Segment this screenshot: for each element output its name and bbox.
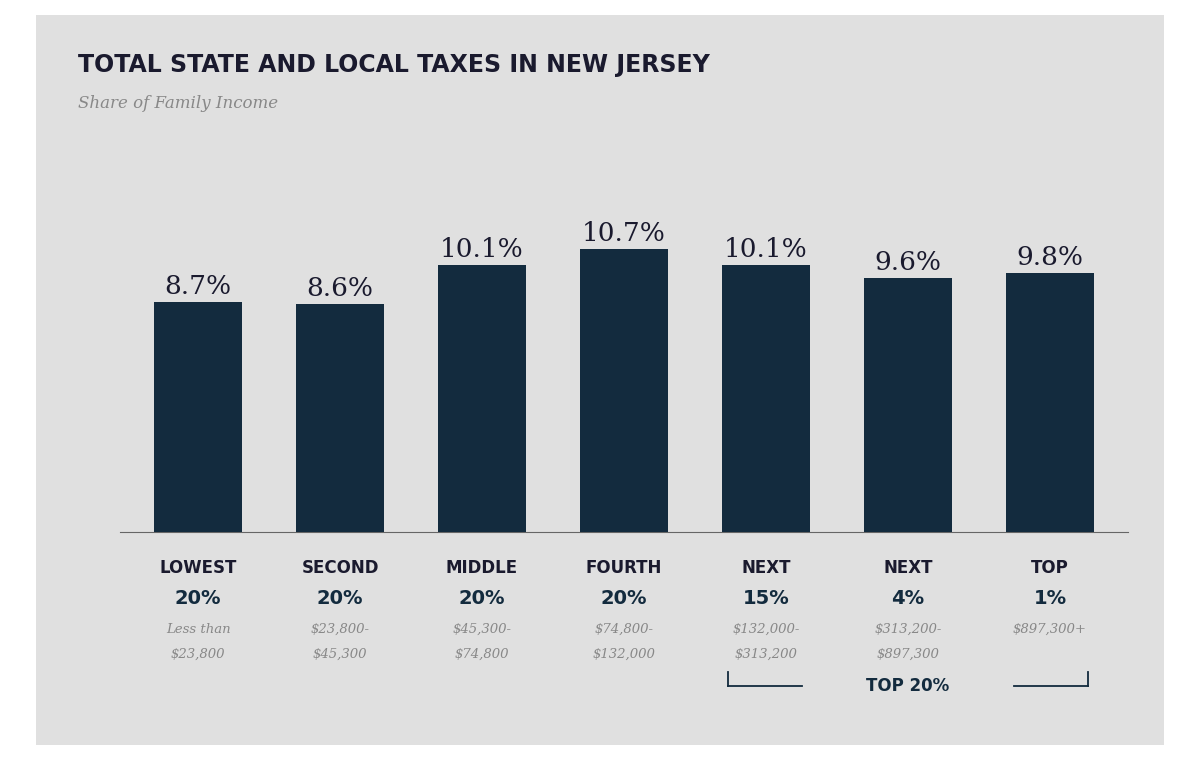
Text: $313,200: $313,200 [734,648,798,660]
Text: FOURTH: FOURTH [586,559,662,577]
Text: 10.1%: 10.1% [724,236,808,261]
Text: $23,800-: $23,800- [311,623,370,636]
Bar [296,305,384,532]
Text: $132,000: $132,000 [593,648,655,660]
Text: $897,300: $897,300 [876,648,940,660]
Text: TOP 20%: TOP 20% [866,676,949,695]
Text: 10.7%: 10.7% [582,220,666,245]
Text: 8.7%: 8.7% [164,274,232,299]
Text: 9.8%: 9.8% [1016,245,1084,270]
Text: NEXT: NEXT [883,559,932,577]
Text: $45,300-: $45,300- [452,623,511,636]
Text: SECOND: SECOND [301,559,379,577]
Text: Share of Family Income: Share of Family Income [78,95,278,112]
Text: $132,000-: $132,000- [732,623,799,636]
Text: NEXT: NEXT [742,559,791,577]
Text: $45,300: $45,300 [313,648,367,660]
Bar [864,278,952,532]
Bar [580,249,668,532]
Text: $74,800-: $74,800- [594,623,654,636]
Text: $897,300+: $897,300+ [1013,623,1087,636]
Text: 10.1%: 10.1% [440,236,524,261]
Text: $23,800: $23,800 [170,648,226,660]
Text: 9.6%: 9.6% [875,250,942,275]
Text: 1%: 1% [1033,589,1067,608]
Text: 20%: 20% [175,589,221,608]
Text: 15%: 15% [743,589,790,608]
Text: TOTAL STATE AND LOCAL TAXES IN NEW JERSEY: TOTAL STATE AND LOCAL TAXES IN NEW JERSE… [78,53,710,78]
Text: MIDDLE: MIDDLE [446,559,518,577]
Text: LOWEST: LOWEST [160,559,236,577]
Text: Less than: Less than [166,623,230,636]
Text: 20%: 20% [458,589,505,608]
Text: 4%: 4% [892,589,924,608]
Bar [722,264,810,532]
Bar [1006,273,1094,532]
Text: 20%: 20% [601,589,647,608]
Text: $74,800: $74,800 [455,648,509,660]
Text: $313,200-: $313,200- [875,623,942,636]
Text: 8.6%: 8.6% [306,277,373,301]
Bar [154,302,242,532]
Text: 20%: 20% [317,589,364,608]
Bar [438,264,526,532]
Text: TOP: TOP [1031,559,1069,577]
